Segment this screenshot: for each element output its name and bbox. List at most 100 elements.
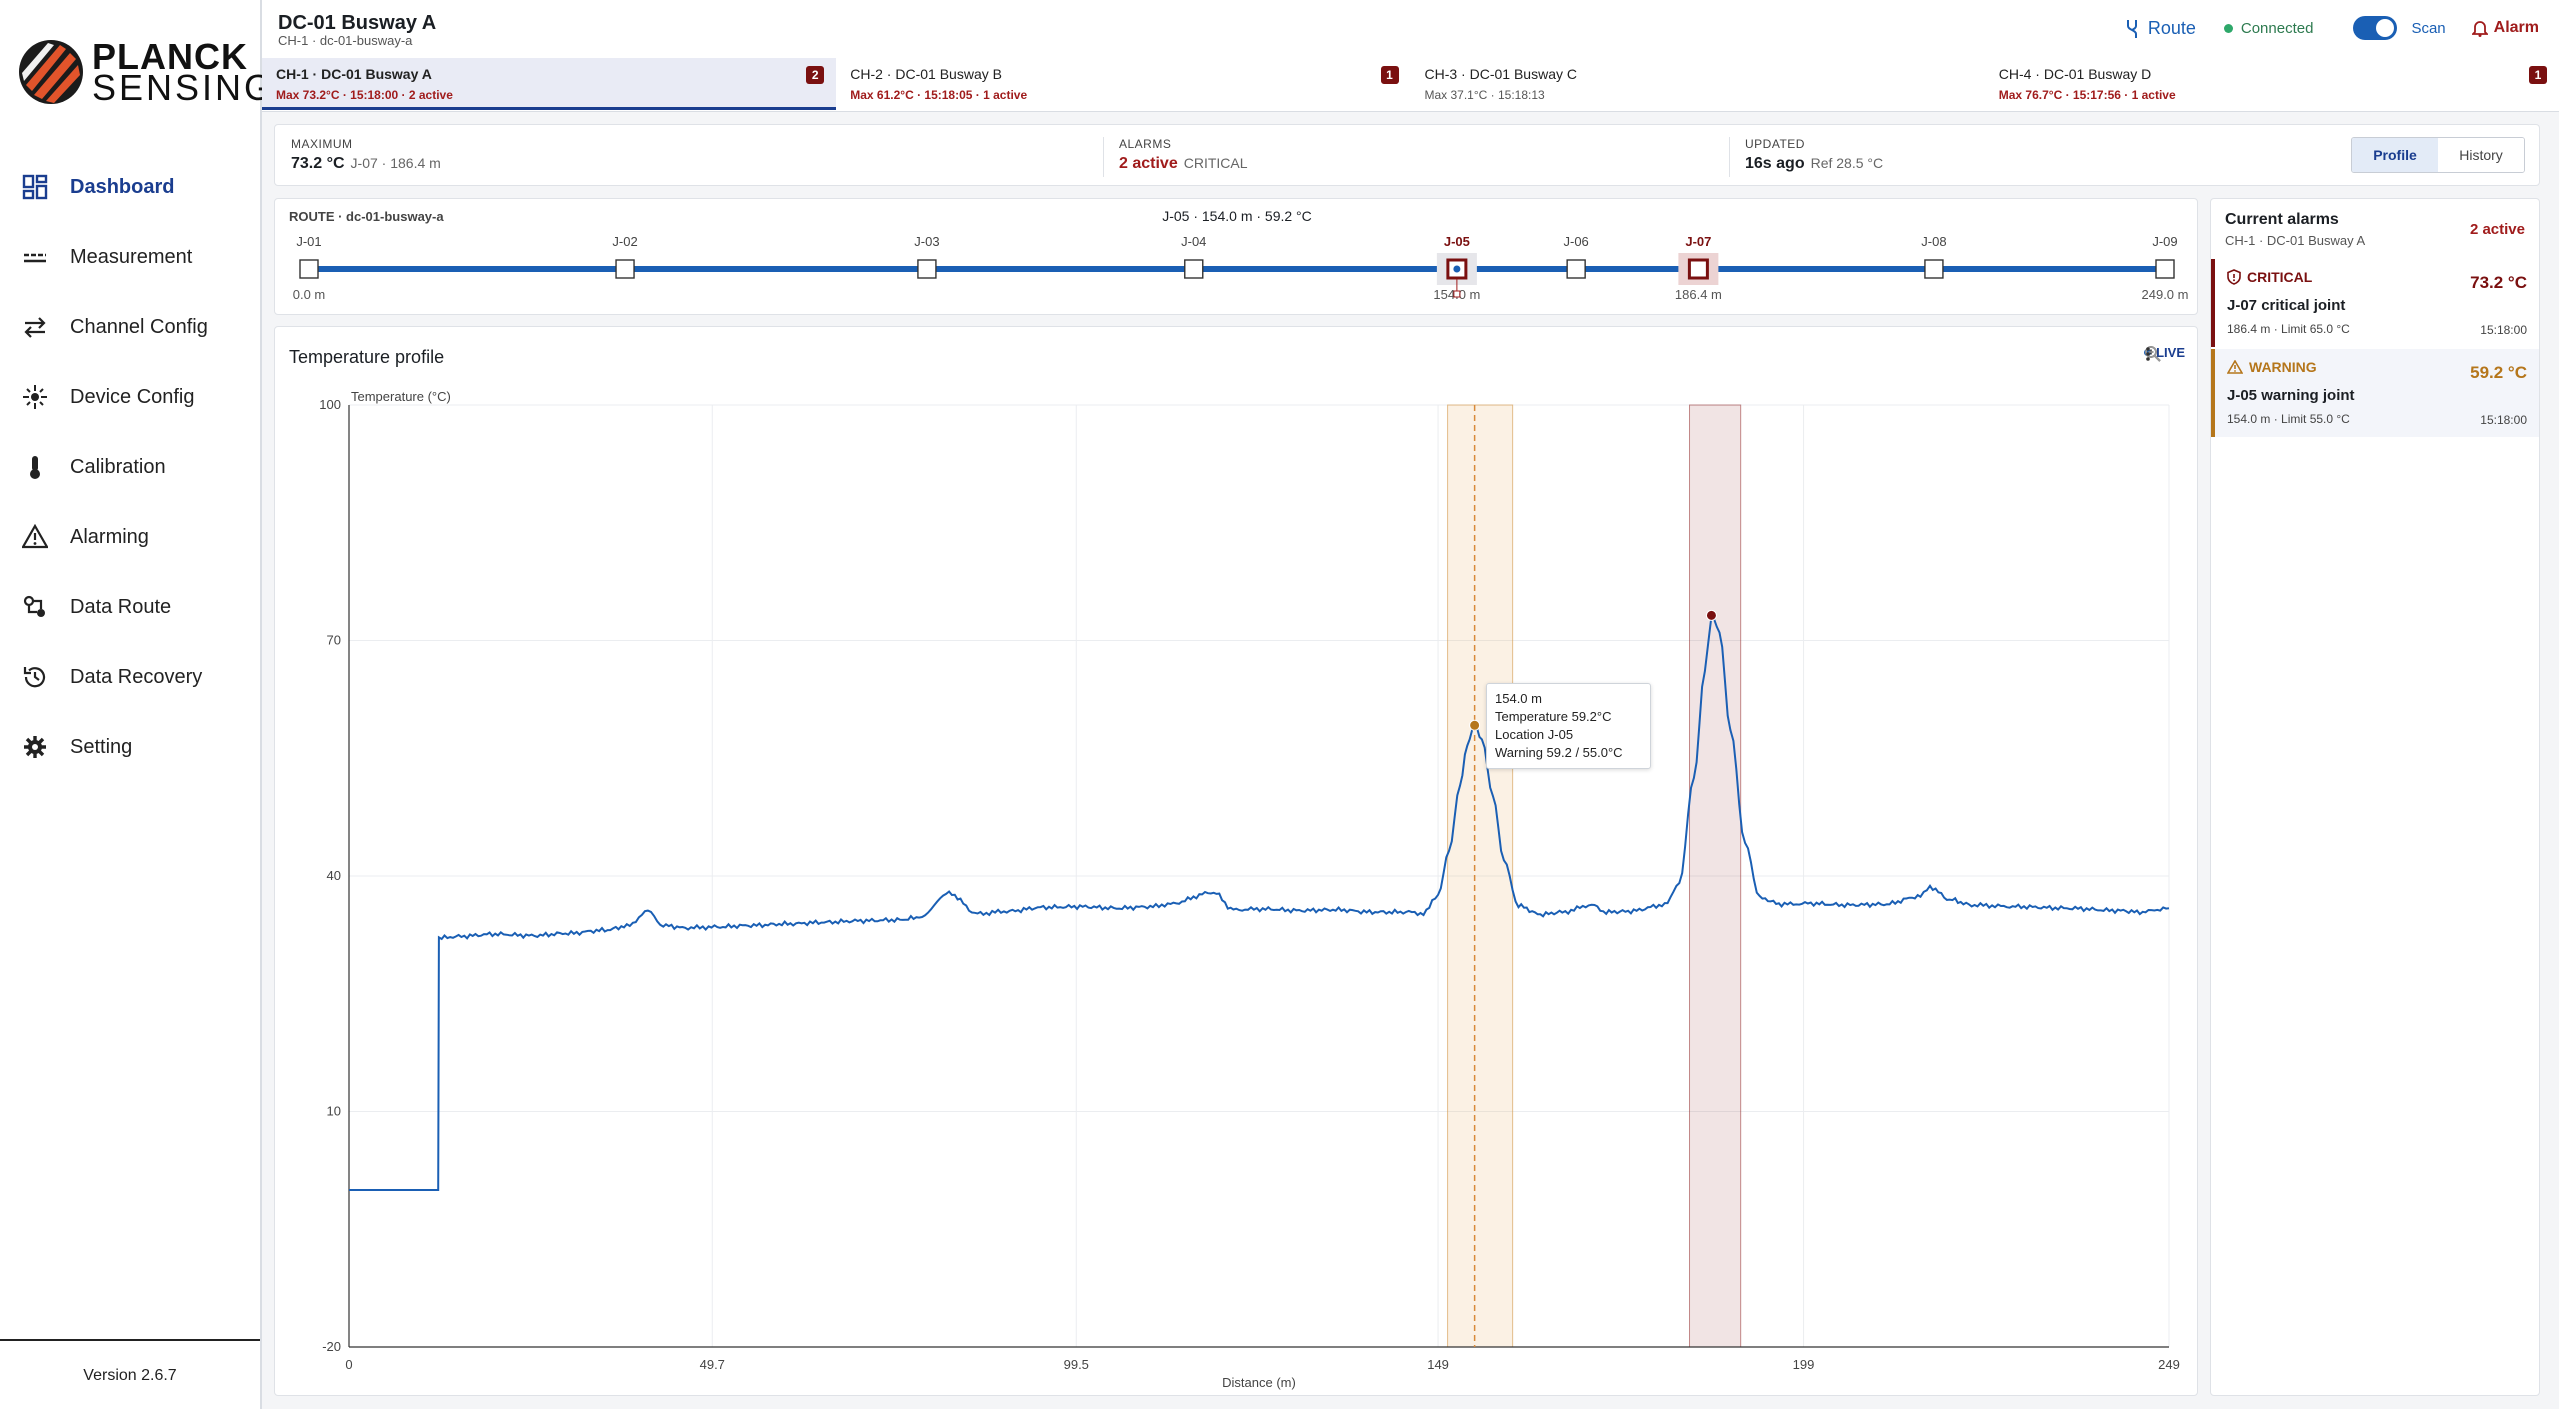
alarm-meta: 154.0 m · Limit 55.0 °C — [2227, 412, 2350, 426]
nav-item-device-config[interactable]: Device Config — [0, 362, 260, 432]
x-tick-label: 199 — [1793, 1357, 1815, 1372]
route-readout: J-05 · 154.0 m · 59.2 °C — [1162, 208, 1312, 224]
alarms-count: 2 active — [2469, 221, 2525, 238]
channel-meta: Max 76.7°C · 15:17:56 · 1 active — [1998, 88, 2176, 102]
y-tick-label: 100 — [319, 397, 341, 412]
nav-label: Data Route — [70, 595, 172, 618]
tab-ch-1[interactable]: CH-1 · DC-01 Busway A Max 73.2°C · 15:18… — [262, 58, 837, 110]
nav-label: Alarming — [70, 525, 149, 548]
summary-label: MAXIMUM — [291, 137, 353, 151]
joint-marker — [2155, 259, 2175, 279]
nav-item-data-recovery[interactable]: Data Recovery — [0, 642, 260, 712]
live-label: LIVE — [2156, 345, 2185, 360]
tab-ch-2[interactable]: CH-2 · DC-01 Busway B Max 61.2°C · 15:18… — [836, 58, 1410, 110]
distance-label: 0.0 m — [293, 287, 326, 302]
joint-marker — [615, 259, 635, 279]
route-button[interactable]: Route — [2124, 18, 2196, 39]
nav-item-measurement[interactable]: Measurement — [0, 222, 260, 292]
alarm-meta: 186.4 m · Limit 65.0 °C — [2227, 322, 2350, 336]
x-tick-label: 49.7 — [700, 1357, 725, 1372]
alarm-card-warning[interactable]: WARNING 59.2 °C J-05 warning joint 154.0… — [2211, 349, 2539, 437]
joint-label: J-04 — [1181, 234, 1206, 249]
alarms-title: Current alarms — [2225, 211, 2339, 228]
joint-label: J-08 — [1921, 234, 1946, 249]
summary-value: 16s ago — [1745, 155, 1805, 172]
zoom-out-icon[interactable] — [2144, 345, 2162, 363]
joint-label: J-01 — [296, 234, 321, 249]
nav-item-channel-config[interactable]: Channel Config — [0, 292, 260, 362]
distance-label: 154.0 m — [1433, 287, 1480, 302]
alarm-button[interactable]: Alarm — [2471, 19, 2539, 37]
warning-icon — [2227, 360, 2243, 374]
profile-view-button[interactable]: Profile — [2352, 138, 2438, 172]
chart-title: Temperature profile — [289, 347, 445, 367]
channel-name: CH-3 · DC-01 Busway C — [1424, 66, 1577, 82]
sidebar: PLANCK SENSING Dashboard Measurement — [0, 0, 272, 1409]
tab-ch-4[interactable]: CH-4 · DC-01 Busway D Max 76.7°C · 15:17… — [1985, 58, 2559, 110]
channel-config-icon — [20, 312, 50, 342]
alarm-card-critical[interactable]: CRITICAL 73.2 °C J-07 critical joint 186… — [2211, 259, 2539, 347]
history-view-button[interactable]: History — [2438, 138, 2524, 172]
alarm-count-badge: 2 — [806, 66, 825, 84]
brand-logo: PLANCK SENSING — [16, 34, 272, 110]
summary-alarms: ALARMS 2 active CRITICAL — [1119, 137, 1248, 173]
nav-item-calibration[interactable]: Calibration — [0, 432, 260, 502]
alarm-band-warning — [1447, 404, 1514, 1348]
x-axis-label: Distance (m) — [1222, 1375, 1296, 1390]
tooltip-distance: 154.0 m — [1495, 691, 1542, 706]
nav-label: Calibration — [70, 455, 166, 478]
nav-item-alarming[interactable]: Alarming — [0, 502, 260, 572]
x-tick-label: 249 — [2158, 1357, 2180, 1372]
y-axis-label: Temperature (°C) — [351, 389, 451, 404]
tooltip-warning: Warning 59.2 / 55.0°C — [1495, 745, 1623, 760]
alarm-count-badge: 1 — [1380, 66, 1399, 84]
nav-label: Device Config — [70, 385, 195, 408]
alarm-label: Alarm — [2493, 19, 2539, 36]
temperature-chart-panel: Temperature profile LIVE -20 10 40 70 100 0 49… — [274, 326, 2198, 1396]
status-dot-icon — [2223, 23, 2233, 33]
nav-item-data-route[interactable]: Data Route — [0, 572, 260, 642]
joint-label: J-05 — [1444, 234, 1470, 249]
scan-toggle[interactable] — [2353, 16, 2398, 40]
nav-label: Dashboard — [70, 175, 175, 198]
brand-wordmark: PLANCK SENSING — [92, 39, 276, 108]
connection-status: Connected — [2223, 20, 2313, 37]
brand-mark-icon — [19, 40, 83, 104]
nav-item-dashboard[interactable]: Dashboard — [0, 152, 260, 222]
channel-meta: Max 61.2°C · 15:18:05 · 1 active — [850, 88, 1028, 102]
x-tick-label: 99.5 — [1064, 1357, 1089, 1372]
alarm-name: J-07 critical joint — [2227, 297, 2346, 314]
joint-label: J-09 — [2152, 234, 2177, 249]
summary-label: UPDATED — [1745, 137, 1805, 151]
tab-ch-3[interactable]: CH-3 · DC-01 Busway C Max 37.1°C · 15:18… — [1411, 58, 1985, 110]
warning-icon — [20, 522, 50, 552]
joint-label: J-02 — [612, 234, 637, 249]
joint-marker — [917, 259, 937, 279]
current-alarms-panel: Current alarms CH-1 · DC-01 Busway A 2 a… — [2210, 198, 2540, 1396]
summary-value: 73.2 °C — [291, 155, 345, 172]
joint-selected-dot — [1453, 265, 1461, 273]
alarm-severity: WARNING — [2227, 359, 2527, 375]
summary-detail: J-07 · 186.4 m — [350, 155, 441, 171]
summary-value-row: 73.2 °C J-07 · 186.4 m — [291, 155, 441, 173]
y-tick-label: -20 — [322, 1339, 341, 1354]
route-diagram: J-01 J-02 J-03 J-04 J-05 J-06 J-07 J-08 J-09 0.0 … — [293, 234, 2189, 302]
peak-marker-critical — [1705, 609, 1717, 621]
x-tick-label: 0 — [345, 1357, 352, 1372]
summary-label: ALARMS — [1119, 137, 1172, 151]
summary-detail: Ref 28.5 °C — [1810, 155, 1884, 171]
alarm-value: 73.2 °C — [2470, 273, 2527, 292]
alarm-band-critical — [1689, 404, 1742, 1348]
more-options-icon[interactable] — [2144, 345, 2152, 363]
channel-meta: Max 37.1°C · 15:18:13 — [1424, 88, 1545, 102]
cursor-pin-handle — [1453, 290, 1461, 298]
view-switch: Profile History — [2351, 137, 2525, 173]
joint-marker — [1924, 259, 1944, 279]
alarm-time: 15:18:00 — [2480, 323, 2527, 337]
joint-marker — [299, 259, 319, 279]
chart-toolbar: LIVE — [2144, 345, 2185, 363]
brand-line-2: SENSING — [92, 67, 276, 108]
gear-icon — [20, 732, 50, 762]
summary-detail: CRITICAL — [1183, 155, 1248, 171]
nav-item-setting[interactable]: Setting — [0, 712, 260, 782]
